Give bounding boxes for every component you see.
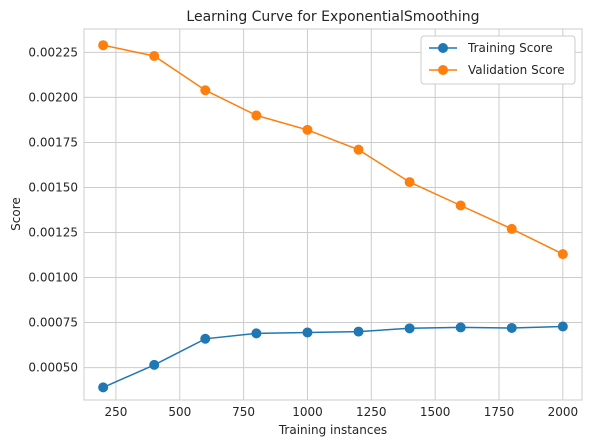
training-score-series — [98, 321, 568, 393]
x-axis-label: Training instances — [278, 423, 387, 437]
x-tick-label: 250 — [104, 405, 127, 419]
legend-label-training-score: Training Score — [467, 41, 553, 55]
training-score-point — [251, 328, 262, 339]
legend-item-training-score: Training Score — [429, 41, 553, 55]
validation-score-point — [557, 249, 568, 260]
training-score-point — [506, 322, 517, 333]
y-tick-label: 0.00075 — [28, 316, 78, 330]
validation-score-point — [149, 51, 160, 62]
y-tick-label: 0.00100 — [28, 271, 78, 285]
legend-marker-training-score — [438, 43, 448, 53]
legend-label-validation-score: Validation Score — [468, 63, 565, 77]
x-tick-label: 1000 — [292, 405, 323, 419]
y-tick-label: 0.00200 — [28, 90, 78, 104]
training-score-point — [353, 326, 364, 337]
validation-score-point — [98, 40, 109, 51]
y-tick-label: 0.00150 — [28, 180, 78, 194]
y-tick-label: 0.00225 — [28, 45, 78, 59]
validation-score-point — [506, 223, 517, 234]
validation-score-point — [455, 200, 466, 211]
validation-score-point — [353, 144, 364, 155]
series-lines — [98, 40, 568, 393]
x-tick-label: 2000 — [548, 405, 579, 419]
training-score-point — [98, 382, 109, 393]
y-axis-label: Score — [9, 197, 23, 231]
y-tick-label: 0.00175 — [28, 135, 78, 149]
chart-title: Learning Curve for ExponentialSmoothing — [186, 9, 479, 25]
legend-box — [420, 35, 576, 85]
legend: Training Score Validation Score — [420, 35, 576, 85]
validation-score-line — [103, 44, 564, 255]
plot-frame — [83, 28, 583, 401]
x-tick-label: 500 — [168, 405, 191, 419]
x-tick-labels: 250 500 750 1000 1250 1500 1750 2000 — [104, 405, 578, 419]
x-tick-label: 1750 — [484, 405, 515, 419]
training-score-point — [455, 322, 466, 333]
training-score-line — [102, 325, 563, 389]
x-tick-label: 1250 — [356, 405, 387, 419]
training-score-point — [149, 359, 160, 370]
training-score-point — [200, 333, 211, 344]
validation-score-point — [251, 110, 262, 121]
y-tick-label: 0.00125 — [28, 226, 78, 240]
training-score-point — [302, 327, 313, 338]
grid — [84, 29, 582, 400]
y-tick-labels: 0.00050 0.00075 0.00100 0.00125 0.00150 0.001… — [28, 45, 78, 374]
validation-score-series — [98, 40, 568, 260]
validation-score-point — [200, 85, 211, 96]
validation-score-point — [302, 124, 313, 135]
validation-score-point — [404, 177, 415, 188]
x-tick-label: 750 — [232, 405, 255, 419]
legend-item-validation-score: Validation Score — [429, 63, 565, 77]
training-score-point — [557, 321, 568, 332]
training-score-point — [404, 323, 415, 334]
x-tick-label: 1500 — [420, 405, 451, 419]
y-tick-label: 0.00050 — [28, 361, 78, 375]
legend-marker-validation-score — [438, 65, 448, 75]
